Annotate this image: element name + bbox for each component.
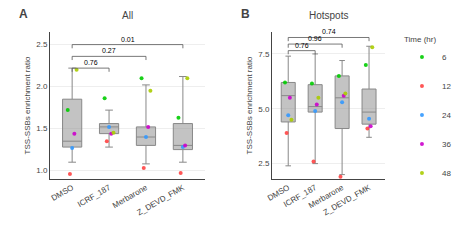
svg-text:DMSO: DMSO [266,183,291,203]
svg-text:0.76: 0.76 [295,42,309,49]
svg-text:2.5: 2.5 [36,40,48,49]
svg-text:24: 24 [442,111,451,120]
svg-text:Merbarone: Merbarone [111,183,149,210]
svg-text:Z_DEVD_FMK: Z_DEVD_FMK [136,183,187,218]
svg-text:A: A [19,7,28,21]
svg-text:6: 6 [442,53,447,62]
svg-text:48: 48 [442,169,451,178]
svg-text:0.76: 0.76 [84,59,98,66]
svg-text:TSS-SSBs enrichment ratio: TSS-SSBs enrichment ratio [245,56,254,154]
svg-text:B: B [241,7,250,21]
svg-text:0.01: 0.01 [121,36,135,43]
svg-text:2.0: 2.0 [36,82,48,91]
svg-text:0.74: 0.74 [322,28,336,35]
svg-text:Z_DEVD_FMK: Z_DEVD_FMK [322,183,373,218]
svg-text:Merbarone: Merbarone [307,183,345,210]
svg-text:Time (hr): Time (hr) [404,35,436,44]
svg-text:2.5: 2.5 [258,159,270,168]
svg-text:ICRF_187: ICRF_187 [76,183,113,209]
svg-text:1.0: 1.0 [36,166,48,175]
svg-text:12: 12 [442,82,451,91]
svg-text:All: All [122,10,133,21]
svg-text:ICRF_187: ICRF_187 [282,183,319,209]
svg-text:36: 36 [442,140,451,149]
svg-text:TSS-SSBs enrichment ratio: TSS-SSBs enrichment ratio [23,56,32,154]
svg-text:1.5: 1.5 [36,124,48,133]
svg-text:0.96: 0.96 [308,35,322,42]
svg-text:7.5: 7.5 [258,50,270,59]
svg-text:0.27: 0.27 [102,47,116,54]
svg-text:DMSO: DMSO [50,183,75,203]
svg-text:5.0: 5.0 [258,105,270,114]
svg-text:Hotspots: Hotspots [309,10,348,21]
